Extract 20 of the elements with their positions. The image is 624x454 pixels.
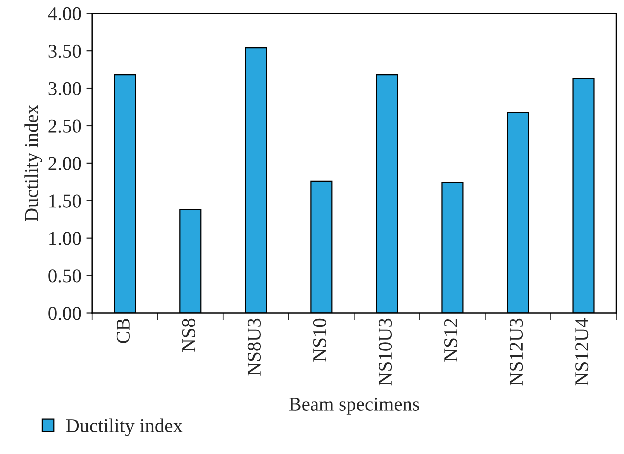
- x-tick-label: NS12: [444, 319, 458, 362]
- y-tick-label: 4.00: [48, 7, 82, 21]
- x-tick-label: NS10: [313, 318, 327, 362]
- y-tick-label: 2.50: [48, 120, 82, 134]
- x-tick-label: NS12U3: [510, 318, 524, 386]
- y-tick-label: 1.50: [50, 194, 82, 208]
- x-tick-label: NS8U3: [248, 318, 262, 376]
- y-tick-label: 0.50: [48, 270, 82, 283]
- y-tick-label: 0.00: [48, 307, 82, 320]
- y-tick-label: 2.00: [48, 157, 82, 170]
- x-axis-title: Beam specimens: [289, 398, 420, 415]
- y-tick-label: 3.50: [48, 44, 82, 58]
- legend-label: Ductility index: [66, 418, 183, 436]
- x-tick-label: NS8: [182, 318, 196, 352]
- y-tick-label: 3.00: [48, 82, 82, 96]
- x-tick-label: NS12U4: [576, 318, 589, 386]
- x-tick-label: CB: [116, 319, 130, 344]
- y-tick-label: 1.00: [50, 232, 82, 246]
- x-tick-label: NS10U3: [378, 318, 392, 386]
- y-axis-title: Ductility index: [24, 105, 42, 222]
